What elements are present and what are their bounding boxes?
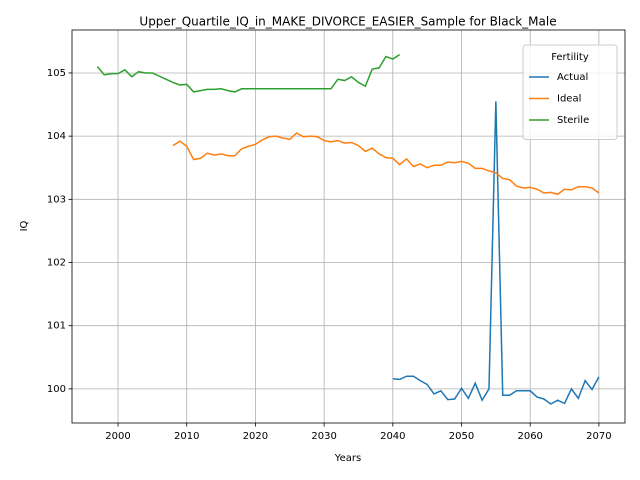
x-tick-label: 2000 (105, 431, 130, 442)
y-tick-label: 102 (47, 258, 66, 269)
y-tick-label: 101 (47, 321, 66, 332)
x-tick-label: 2070 (586, 431, 611, 442)
y-tick-label: 103 (47, 194, 66, 205)
legend-label: Actual (557, 72, 588, 83)
legend-title: Fertility (551, 52, 589, 63)
x-tick-label: 2010 (174, 431, 199, 442)
x-axis-label: Years (334, 453, 361, 464)
series-line (96, 54, 401, 93)
y-tick-label: 104 (47, 131, 66, 142)
series-line (392, 101, 600, 405)
x-tick-label: 2040 (380, 431, 405, 442)
plot-frame (71, 29, 626, 424)
x-tick-label: 2060 (517, 431, 542, 442)
x-tick-label: 2050 (449, 431, 474, 442)
x-tick-label: 2020 (243, 431, 268, 442)
x-tick-label: 2030 (311, 431, 336, 442)
legend-box (522, 44, 618, 140)
chart-title: Upper_Quartile_IQ_in_MAKE_DIVORCE_EASIER… (139, 15, 556, 29)
legend-label: Sterile (557, 115, 589, 126)
y-tick-label: 105 (47, 68, 66, 79)
series-line (172, 132, 600, 196)
y-tick-label: 100 (47, 384, 66, 395)
legend-label: Ideal (557, 94, 581, 105)
y-axis-label: IQ (19, 220, 30, 231)
